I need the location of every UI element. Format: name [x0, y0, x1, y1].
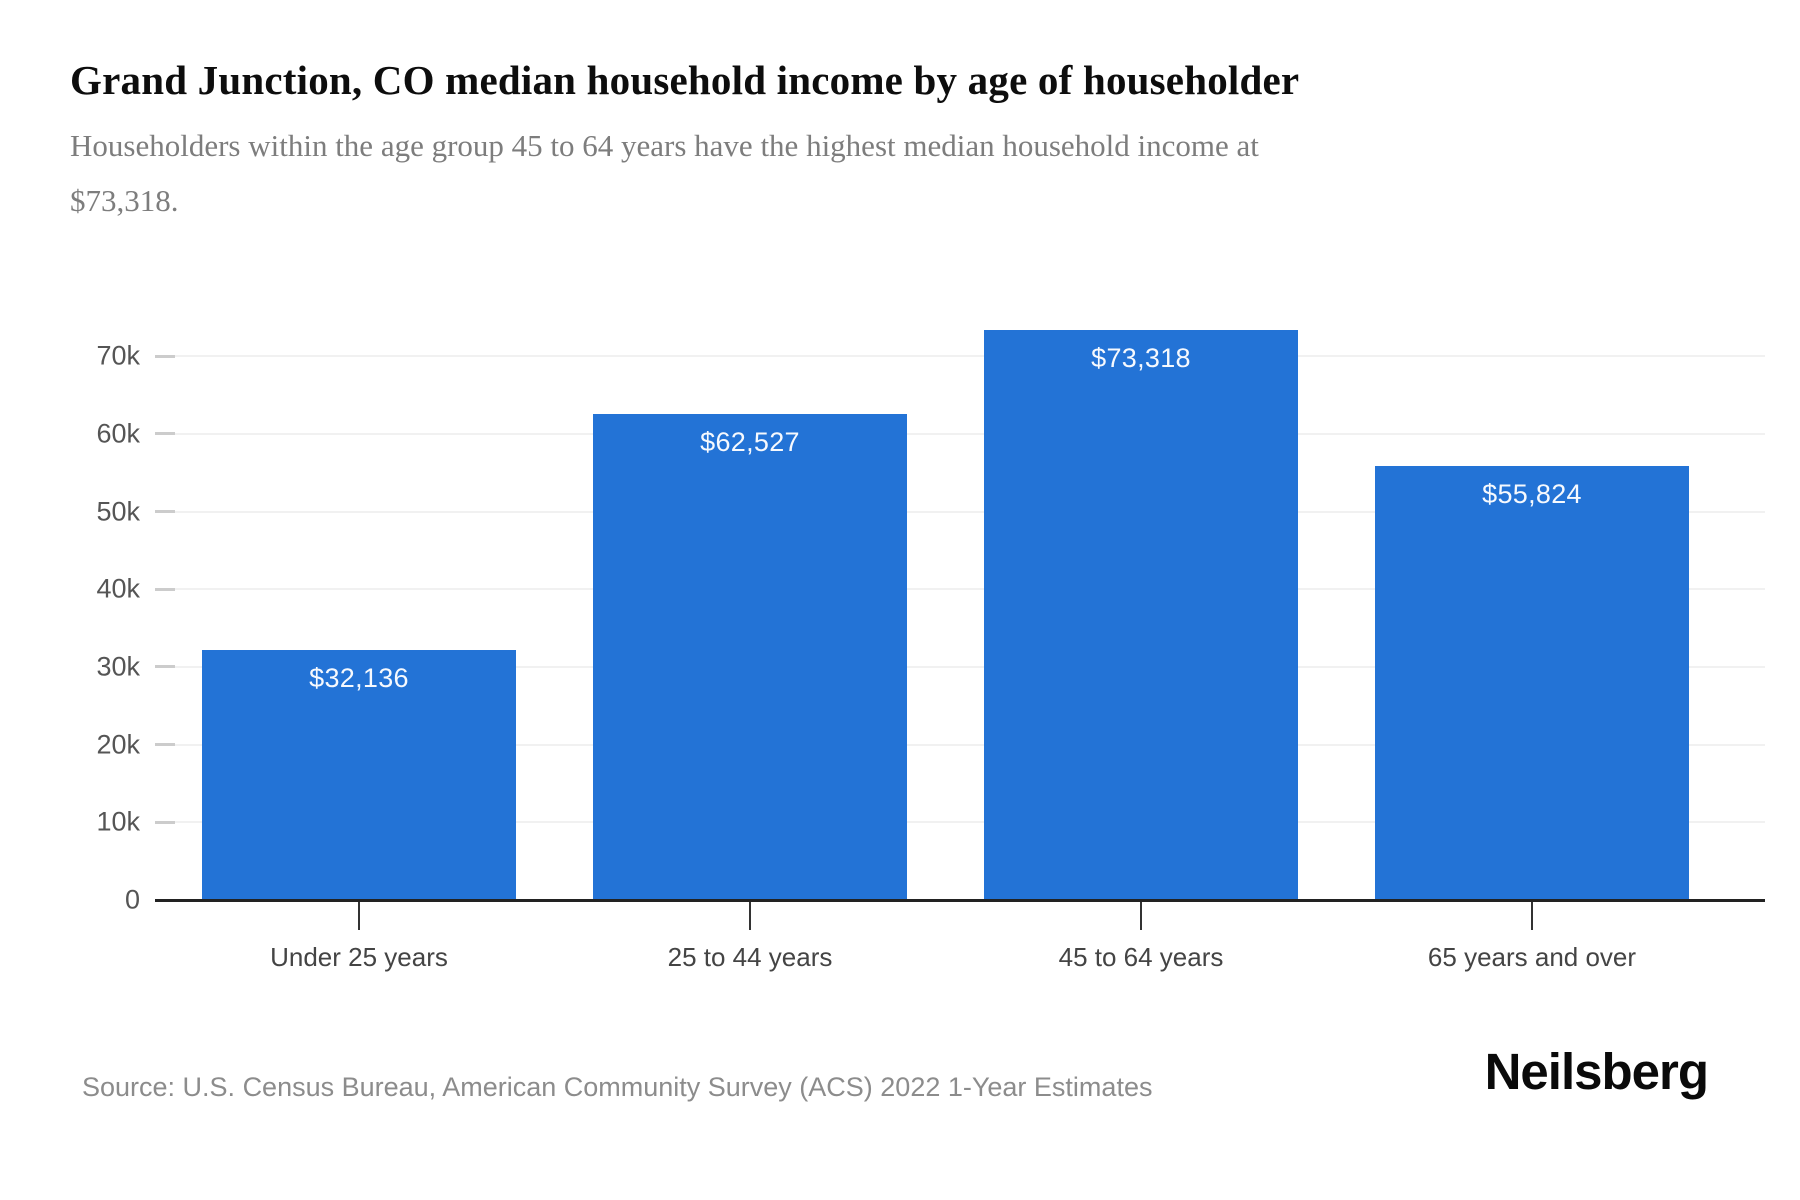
y-axis-label: 50k [96, 496, 140, 526]
y-axis-label: 10k [96, 806, 140, 837]
bar-value-label: $73,318 [1091, 343, 1191, 374]
bar-value-label: $55,824 [1482, 479, 1582, 510]
y-gridline [155, 665, 1765, 668]
x-axis-label: Under 25 years [270, 942, 448, 972]
y-axis-label: 20k [96, 729, 140, 760]
bar-4[interactable]: $55,824 [1375, 466, 1689, 900]
y-axis-tick [155, 820, 175, 824]
bar-value-label: $32,136 [309, 663, 409, 694]
y-axis-tick [155, 432, 175, 436]
y-axis-tick [155, 665, 175, 669]
x-axis-tick [358, 902, 360, 930]
chart-subtitle-line-2: $73,318. [70, 183, 179, 218]
bar-3[interactable]: $73,318 [984, 330, 1298, 900]
chart-subtitle: Householders within the age group 45 to … [70, 118, 1259, 228]
y-axis-tick [155, 743, 175, 747]
y-axis-label: 30k [96, 651, 140, 682]
y-gridline [155, 743, 1765, 746]
bar-chart: 0 10k 20k 30k 40k 50k 60k 70k $32,136 $62,527 $73,… [70, 280, 1770, 980]
y-axis-label: 40k [96, 573, 140, 604]
x-axis-label: 65 years and over [1427, 942, 1637, 972]
neilsberg-logo[interactable]: Neilsberg [1484, 1043, 1709, 1100]
chart-title: Grand Junction, CO median household inco… [70, 57, 1300, 103]
y-axis-label: 0 [124, 884, 140, 915]
y-gridline [155, 588, 1765, 591]
x-axis-line [155, 899, 1765, 902]
x-axis-tick [749, 902, 751, 930]
chart-subtitle-line-1: Householders within the age group 45 to … [70, 128, 1259, 163]
x-axis-label: 25 to 44 years [667, 942, 833, 972]
y-gridline [155, 510, 1765, 513]
bar-2[interactable]: $62,527 [593, 414, 907, 900]
y-axis-tick [155, 587, 175, 591]
y-gridline [155, 821, 1765, 824]
y-gridline [155, 355, 1765, 358]
y-axis-tick [155, 510, 175, 513]
y-axis-label: 60k [96, 418, 140, 449]
x-axis-label: 45 to 64 years [1058, 942, 1224, 972]
bar-value-label: $62,527 [700, 427, 800, 458]
source-attribution: Source: U.S. Census Bureau, American Com… [82, 1072, 1153, 1102]
x-axis-tick [1140, 902, 1142, 930]
y-axis-tick [155, 354, 175, 358]
bar-1[interactable]: $32,136 [202, 650, 516, 900]
y-gridline [155, 432, 1765, 435]
x-axis-tick [1531, 902, 1533, 930]
y-axis-label: 70k [96, 340, 140, 371]
